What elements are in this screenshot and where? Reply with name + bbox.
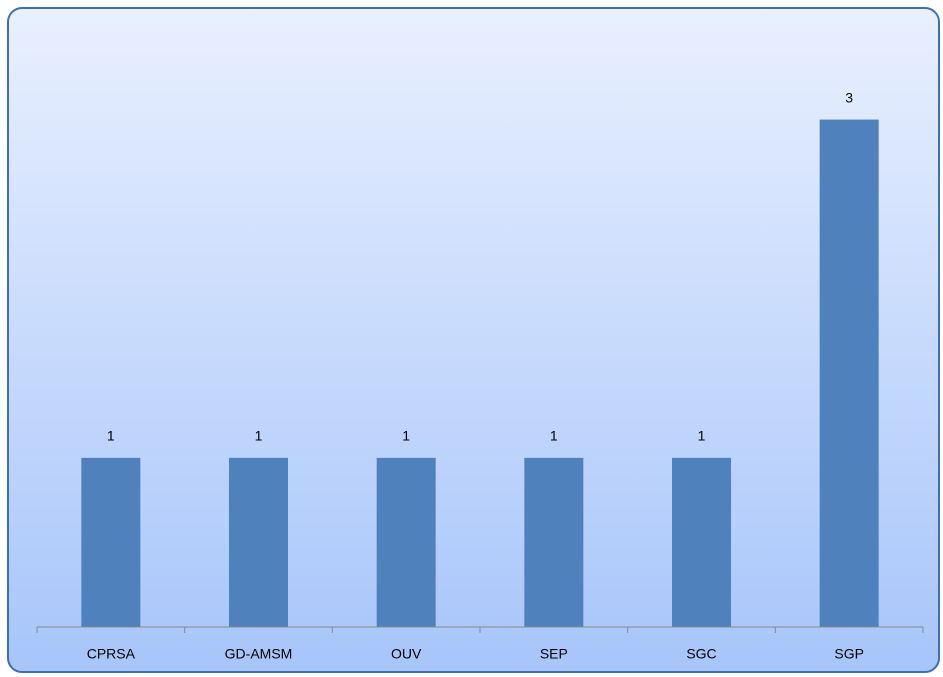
data-label: 1: [550, 428, 558, 444]
data-label: 1: [107, 428, 115, 444]
data-label: 1: [402, 428, 410, 444]
data-label: 1: [255, 428, 263, 444]
bar: [524, 457, 584, 627]
plot-area: 1 CPRSA 1 GD-AMSM 1 OUV 1 SEP 1 SGC 3 SGP: [36, 89, 924, 662]
chart-frame: [7, 7, 940, 673]
x-tick-label: CPRSA: [87, 646, 136, 662]
bar: [376, 457, 436, 627]
x-tick-label: SGP: [834, 646, 864, 662]
data-label: 3: [845, 89, 853, 105]
bar: [81, 457, 141, 627]
x-tick-label: OUV: [391, 646, 422, 662]
x-tick-label: SEP: [540, 646, 568, 662]
x-tick-label: GD-AMSM: [225, 646, 293, 662]
bar: [819, 119, 879, 628]
bar: [229, 457, 288, 627]
data-label: 1: [698, 428, 706, 444]
x-tick-label: SGC: [686, 646, 716, 662]
bar: [672, 457, 731, 627]
